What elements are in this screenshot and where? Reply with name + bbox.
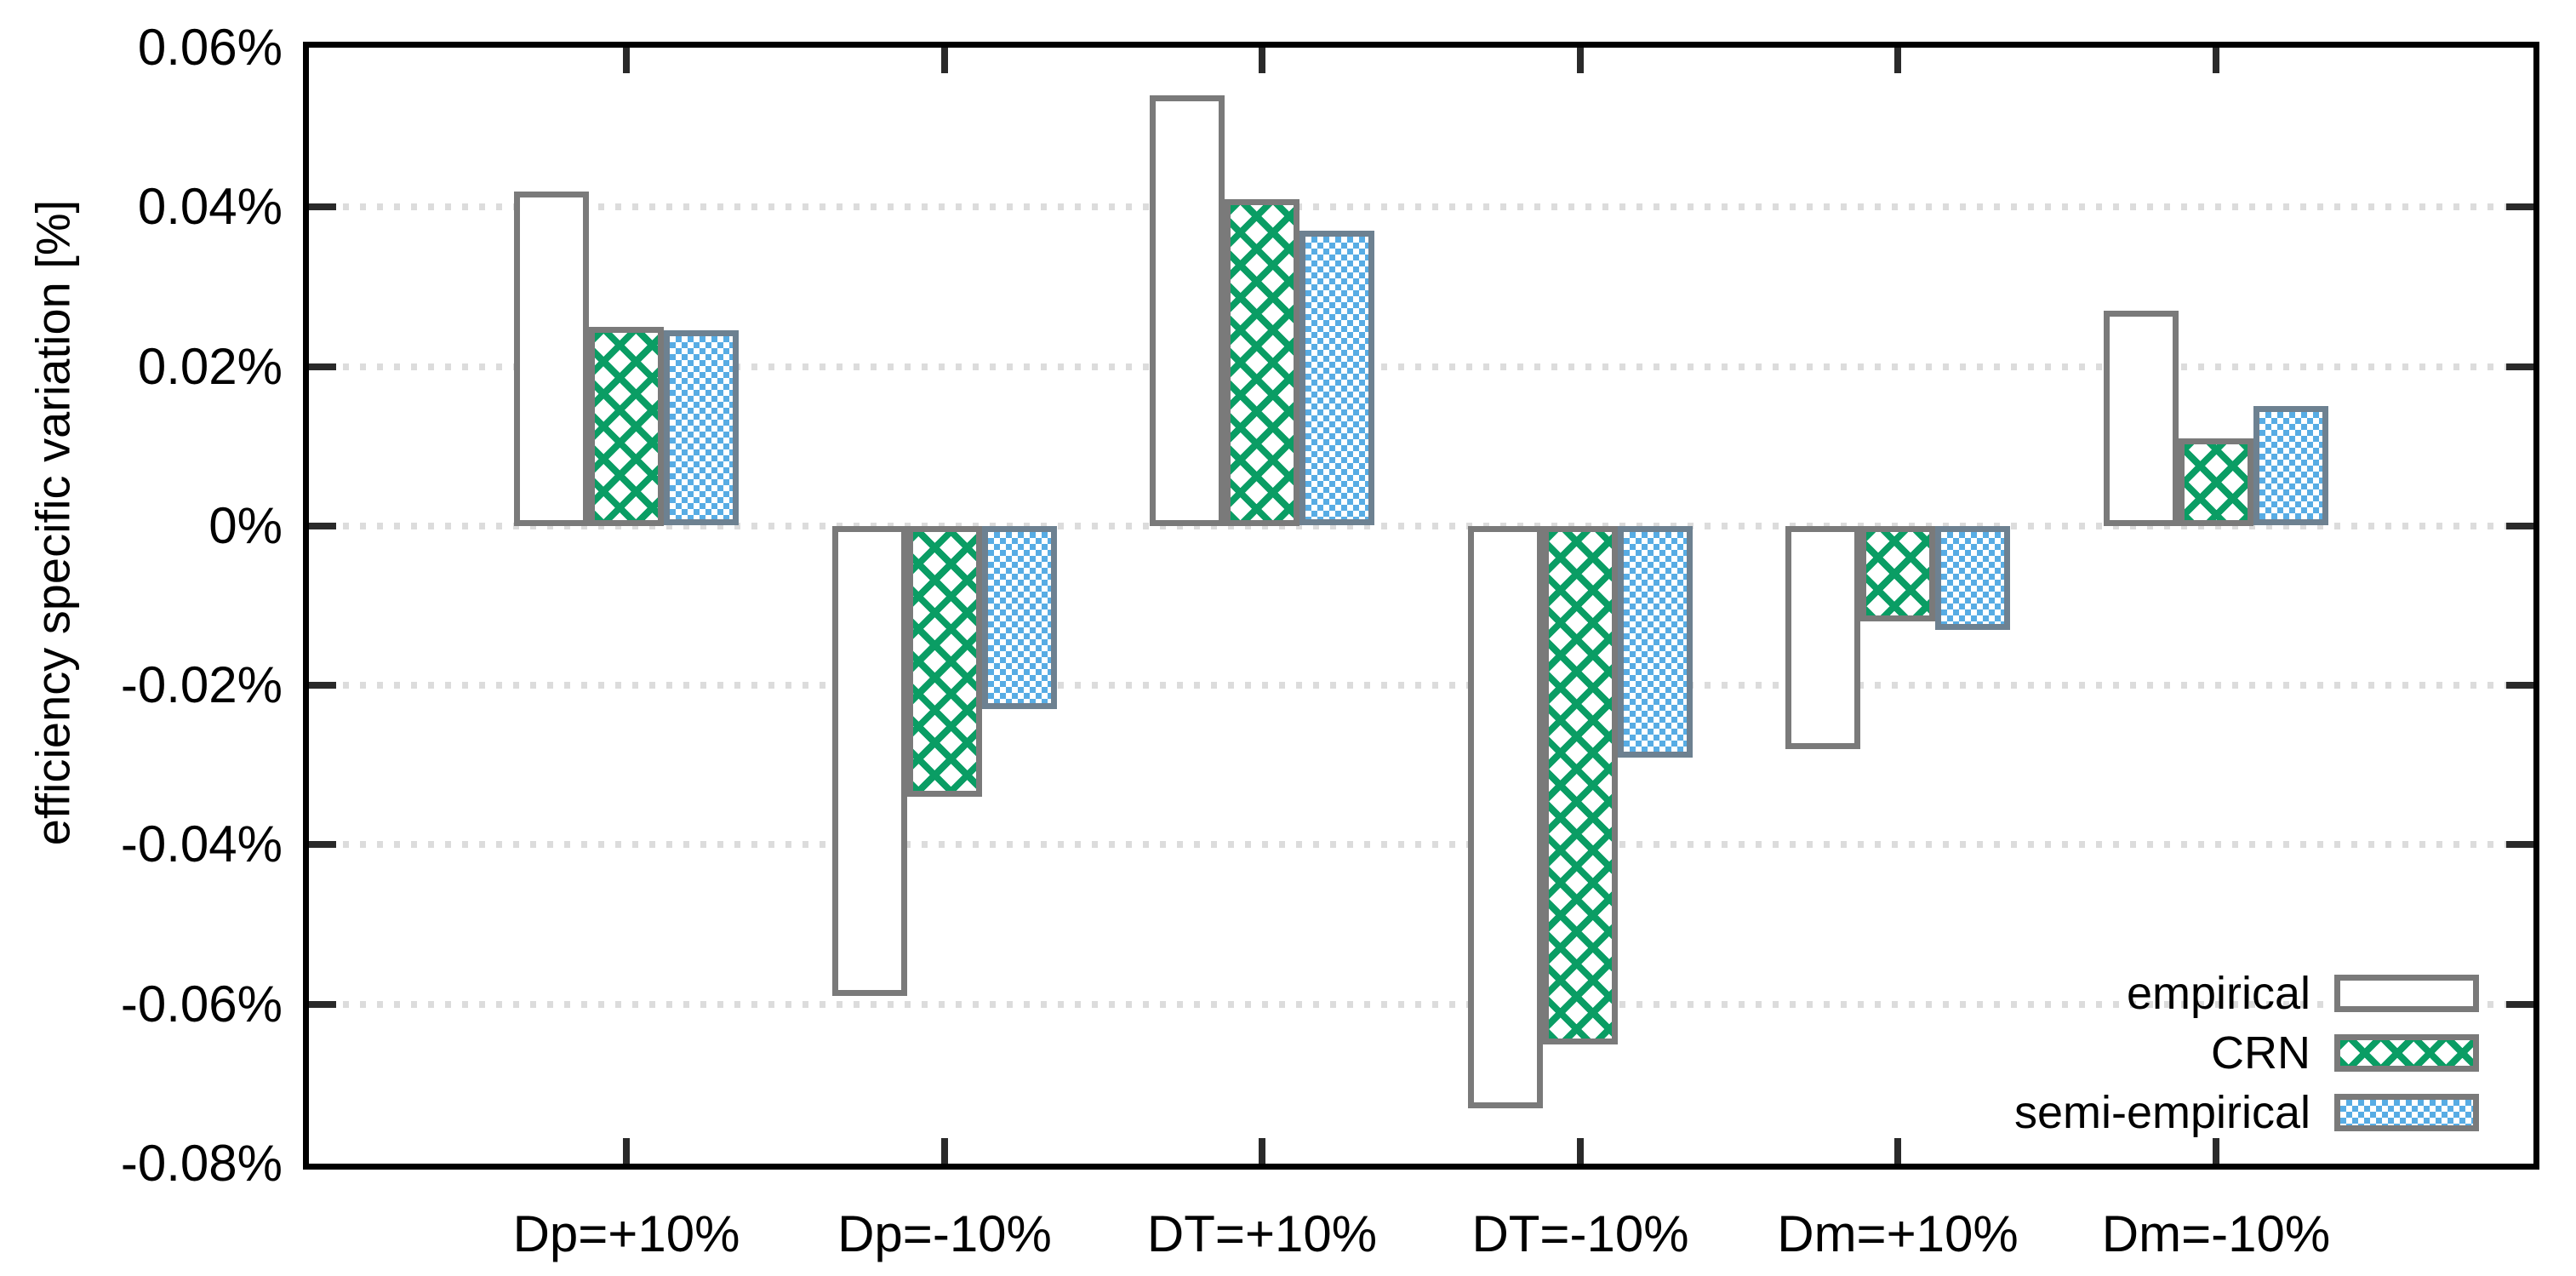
ytick-mark-right [2506, 363, 2533, 370]
xtick-label: Dm=-10% [2101, 1205, 2331, 1262]
bar-semi-empirical-Dm=+10% [1935, 526, 2010, 630]
ytick-label: -0.06% [120, 976, 283, 1033]
legend-row-empirical: empirical [2014, 964, 2479, 1023]
xtick-label: DT=+10% [1146, 1205, 1378, 1262]
bar-CRN-DT=-10% [1543, 526, 1618, 1044]
ytick-label: -0.08% [120, 1135, 283, 1192]
gridline-0 [309, 523, 2533, 529]
xtick-mark-bottom [941, 1138, 948, 1164]
bar-CRN-DT=+10% [1225, 199, 1299, 526]
legend-swatch-white-solid [2334, 975, 2479, 1012]
ytick-label: 0.06% [137, 19, 283, 76]
bar-semi-empirical-Dm=-10% [2253, 406, 2328, 525]
gridline-0.02 [309, 363, 2533, 370]
legend-label: CRN [2211, 1027, 2310, 1079]
ytick-mark-right [2506, 1001, 2533, 1008]
legend-row-CRN: CRN [2014, 1023, 2479, 1083]
xtick-mark-bottom [1259, 1138, 1265, 1164]
bar-empirical-DT=-10% [1468, 526, 1543, 1108]
ytick-mark-right [2506, 203, 2533, 210]
gridline--0.02 [309, 682, 2533, 689]
xtick-mark-bottom [1894, 1138, 1901, 1164]
bar-CRN-Dm=-10% [2179, 438, 2253, 526]
ytick-mark-right [2506, 682, 2533, 689]
gridline-0.04 [309, 203, 2533, 210]
bar-CRN-Dp=+10% [589, 327, 664, 526]
bar-semi-empirical-Dp=-10% [982, 526, 1057, 709]
ytick-label: -0.02% [120, 656, 283, 713]
legend-swatch-blue-checker [2334, 1094, 2479, 1131]
xtick-label: Dp=-10% [837, 1205, 1052, 1262]
legend-swatch-green-crosshatch [2334, 1034, 2479, 1072]
ytick-mark-left [309, 841, 336, 848]
ytick-mark-left [309, 203, 336, 210]
gridline--0.04 [309, 841, 2533, 848]
xtick-mark-top [941, 48, 948, 73]
xtick-label: Dp=+10% [512, 1205, 740, 1262]
ytick-label: 0% [208, 497, 283, 554]
bar-CRN-Dm=+10% [1860, 526, 1935, 621]
ytick-label: 0.02% [137, 338, 283, 395]
bar-CRN-Dp=-10% [907, 526, 982, 797]
legend-row-semi-empirical: semi-empirical [2014, 1083, 2479, 1142]
bar-empirical-Dm=-10% [2104, 311, 2179, 526]
legend: empirical CRN semi-empirical [2014, 964, 2479, 1142]
bar-semi-empirical-DT=-10% [1618, 526, 1693, 758]
ytick-mark-left [309, 523, 336, 529]
ytick-mark-right [2506, 841, 2533, 848]
xtick-mark-bottom [2213, 1138, 2219, 1164]
bar-empirical-Dp=+10% [514, 192, 589, 526]
ytick-mark-left [309, 1001, 336, 1008]
bar-empirical-DT=+10% [1150, 95, 1225, 526]
ytick-label: 0.04% [137, 178, 283, 235]
xtick-label: Dm=+10% [1777, 1205, 2019, 1262]
gridline--0.06 [309, 1001, 2533, 1008]
xtick-mark-top [1577, 48, 1584, 73]
xtick-label: DT=-10% [1471, 1205, 1689, 1262]
xtick-mark-bottom [1577, 1138, 1584, 1164]
xtick-mark-top [1894, 48, 1901, 73]
xtick-mark-top [1259, 48, 1265, 73]
bar-semi-empirical-Dp=+10% [664, 330, 739, 525]
legend-label: empirical [2126, 968, 2310, 1019]
ytick-mark-left [309, 682, 336, 689]
bar-empirical-Dm=+10% [1785, 526, 1860, 749]
legend-label: semi-empirical [2013, 1087, 2310, 1138]
xtick-mark-bottom [623, 1138, 630, 1164]
ytick-label: -0.04% [120, 815, 283, 873]
xtick-mark-top [2213, 48, 2219, 73]
xtick-mark-top [623, 48, 630, 73]
ytick-mark-left [309, 363, 336, 370]
bar-empirical-Dp=-10% [832, 526, 907, 996]
ytick-mark-right [2506, 523, 2533, 529]
bar-semi-empirical-DT=+10% [1299, 231, 1374, 525]
